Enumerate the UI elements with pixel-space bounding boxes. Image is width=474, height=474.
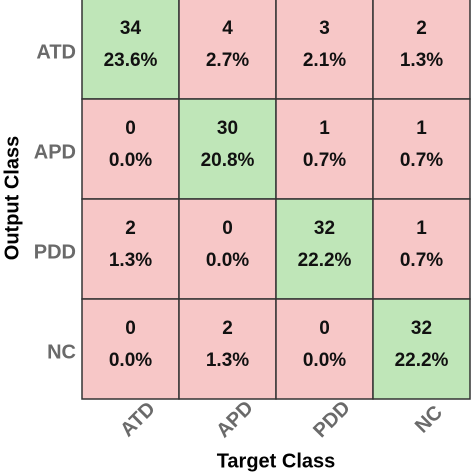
matrix-cell xyxy=(372,98,471,200)
cell-percent: 2.7% xyxy=(206,50,249,71)
x-tick-label: PDD xyxy=(309,397,354,442)
cell-percent: 1.3% xyxy=(109,250,152,271)
y-tick-label: NC xyxy=(47,341,76,363)
matrix-cell xyxy=(372,198,471,300)
x-tick-label: ATD xyxy=(116,398,160,442)
matrix-cell xyxy=(178,298,277,400)
cell-count: 0 xyxy=(222,218,233,239)
x-tick-label: NC xyxy=(411,401,447,437)
cell-count: 0 xyxy=(319,318,330,339)
matrix-cell xyxy=(81,298,180,400)
x-axis-title: Target Class xyxy=(217,450,336,472)
cell-count: 1 xyxy=(319,118,330,139)
cell-count: 34 xyxy=(120,18,142,39)
cell-percent: 23.6% xyxy=(104,50,158,71)
matrix-cell xyxy=(81,198,180,300)
matrix-cell xyxy=(178,198,277,300)
x-tick-label: APD xyxy=(212,397,257,442)
cell-count: 2 xyxy=(125,218,136,239)
matrix-cell xyxy=(178,98,277,200)
y-tick-label: PDD xyxy=(34,241,76,263)
cell-percent: 0.7% xyxy=(303,150,346,171)
y-tick-label: ATD xyxy=(36,41,76,63)
cell-percent: 0.0% xyxy=(109,150,152,171)
cell-percent: 0.7% xyxy=(400,250,443,271)
cell-count: 32 xyxy=(411,318,432,339)
cell-percent: 0.0% xyxy=(206,250,249,271)
matrix-cell xyxy=(81,98,180,200)
matrix-cell xyxy=(178,0,277,100)
matrix-cell xyxy=(275,98,374,200)
cell-percent: 0.0% xyxy=(109,350,152,371)
y-tick-label: APD xyxy=(34,141,76,163)
cell-percent: 22.2% xyxy=(395,350,449,371)
y-axis-title: Output Class xyxy=(1,136,23,260)
cell-percent: 22.2% xyxy=(298,250,352,271)
cell-percent: 1.3% xyxy=(206,350,249,371)
matrix-cell xyxy=(372,0,471,100)
cell-percent: 1.3% xyxy=(400,50,443,71)
cell-count: 30 xyxy=(217,118,238,139)
matrix-cell xyxy=(275,298,374,400)
cell-percent: 2.1% xyxy=(303,50,346,71)
matrix-cell xyxy=(275,198,374,300)
cell-percent: 20.8% xyxy=(201,150,255,171)
cell-count: 1 xyxy=(416,118,427,139)
matrix-cell xyxy=(275,0,374,100)
cell-count: 3 xyxy=(319,18,330,39)
cell-count: 4 xyxy=(222,18,233,39)
cell-percent: 0.7% xyxy=(400,150,443,171)
cell-count: 1 xyxy=(416,218,427,239)
cell-percent: 0.0% xyxy=(303,350,346,371)
cell-count: 32 xyxy=(314,218,335,239)
cell-count: 2 xyxy=(222,318,233,339)
cell-count: 0 xyxy=(125,118,136,139)
matrix-cell xyxy=(372,298,471,400)
cell-count: 0 xyxy=(125,318,136,339)
cell-count: 2 xyxy=(416,18,427,39)
matrix-cell xyxy=(81,0,180,100)
